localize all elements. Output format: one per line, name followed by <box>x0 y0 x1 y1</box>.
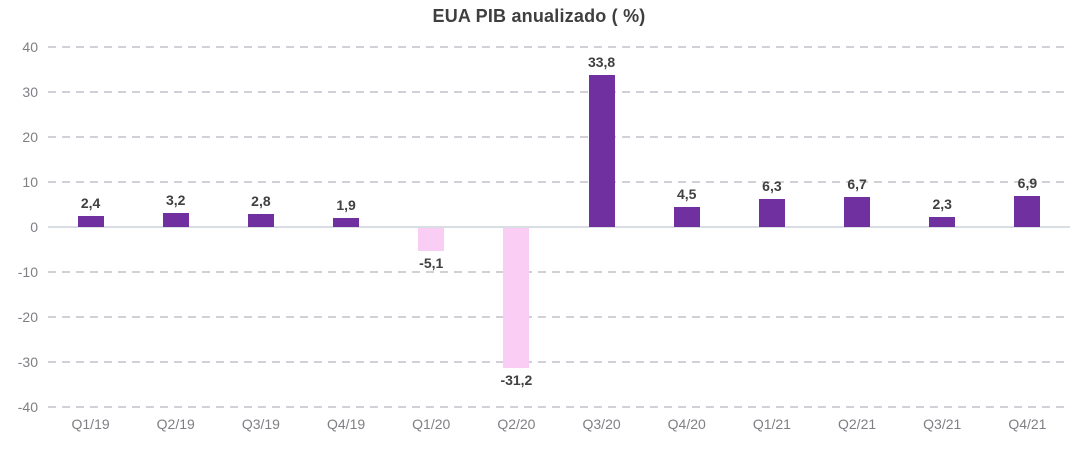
x-axis-zero-line <box>48 226 1070 228</box>
bar-q1-19 <box>77 216 104 227</box>
bar-value-label: 6,9 <box>1017 174 1038 191</box>
y-tick-label: 10 <box>22 174 38 190</box>
x-tick-label: Q3/21 <box>923 416 962 432</box>
bar-value-label: 6,3 <box>762 177 782 194</box>
bar-q3-19 <box>247 214 274 227</box>
x-tick-label: Q3/20 <box>582 416 621 432</box>
bar-q3-20 <box>588 74 615 227</box>
gridline <box>48 91 1070 93</box>
bar-q4-20 <box>673 206 700 227</box>
bar-value-label: 1,9 <box>336 197 356 214</box>
gridline <box>48 271 1070 273</box>
x-tick-label: Q4/19 <box>327 416 366 432</box>
y-tick-label: -20 <box>17 309 38 325</box>
y-tick-label: 0 <box>30 219 38 235</box>
bar-value-label: 6,7 <box>847 175 867 192</box>
y-tick-label: 40 <box>22 39 38 55</box>
x-tick-label: Q2/19 <box>156 416 195 432</box>
gridline <box>48 361 1070 363</box>
chart-title: EUA PIB anualizado ( %) <box>432 6 646 26</box>
x-tick-label: Q4/21 <box>1008 416 1047 432</box>
bar-q1-21 <box>758 198 785 227</box>
bar-q4-21 <box>1014 195 1041 227</box>
bar-value-label: -31,2 <box>500 372 533 389</box>
gridline <box>48 181 1070 183</box>
bar-value-label: 33,8 <box>587 53 616 70</box>
bar-q1-20 <box>418 228 445 251</box>
gridline <box>48 406 1070 408</box>
x-tick-label: Q4/20 <box>667 416 706 432</box>
gridline <box>48 136 1070 138</box>
bar-value-label: 2,8 <box>251 193 271 210</box>
y-tick-label: -10 <box>17 264 38 280</box>
y-tick-label: -40 <box>17 399 38 415</box>
x-tick-label: Q1/20 <box>412 416 451 432</box>
y-tick-label: -30 <box>17 354 38 370</box>
x-tick-label: Q2/20 <box>497 416 536 432</box>
bar-q2-21 <box>844 196 871 227</box>
x-tick-label: Q1/21 <box>752 416 791 432</box>
y-tick-label: 30 <box>22 84 38 100</box>
bar-value-label: 3,2 <box>166 191 186 208</box>
x-tick-label: Q2/21 <box>838 416 877 432</box>
bar-value-label: 4,5 <box>677 185 697 202</box>
bar-value-label: -5,1 <box>419 254 444 271</box>
x-tick-label: Q3/19 <box>241 416 280 432</box>
x-tick-label: Q1/19 <box>71 416 110 432</box>
bar-q4-19 <box>333 218 360 227</box>
bar-q3-21 <box>929 216 956 227</box>
gridline <box>48 46 1070 48</box>
y-tick-label: 20 <box>22 129 38 145</box>
bar-q2-19 <box>162 212 189 227</box>
bar-q2-20 <box>503 228 530 369</box>
bar-value-label: 2,4 <box>80 195 101 212</box>
gridline <box>48 316 1070 318</box>
bar-value-label: 2,3 <box>932 195 952 212</box>
